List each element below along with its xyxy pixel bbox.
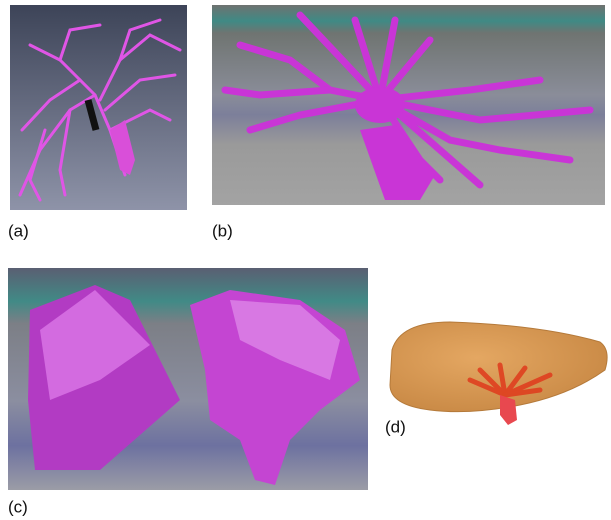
panel-b (212, 5, 605, 205)
vessel-hub (355, 87, 405, 123)
panel-d (390, 322, 607, 425)
panel-c (8, 268, 368, 490)
panel-label: (a) (8, 221, 29, 240)
panel-label: (b) (212, 221, 233, 240)
panel-background (10, 5, 187, 210)
panel-a (10, 5, 187, 210)
panel-label: (c) (8, 497, 28, 516)
figure: (a) (b) (c) (0, 0, 611, 520)
panel-label: (d) (385, 417, 406, 436)
